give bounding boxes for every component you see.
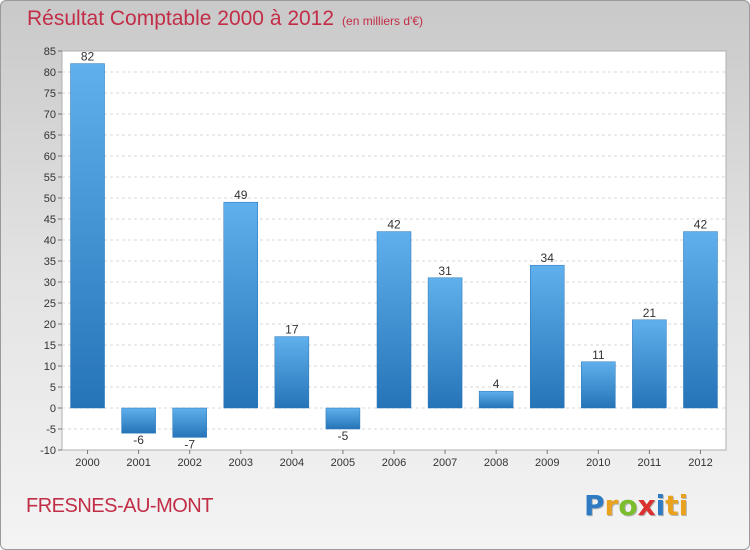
logo-letter: i xyxy=(655,489,666,522)
x-tick-label: 2002 xyxy=(177,457,201,469)
y-tick-label: 70 xyxy=(44,109,56,121)
y-tick-label: 15 xyxy=(44,340,56,352)
bar xyxy=(683,231,718,409)
y-tick-label: 65 xyxy=(44,130,56,142)
y-tick-label: -10 xyxy=(40,445,56,457)
data-label: 11 xyxy=(592,348,605,362)
logo-letter: r xyxy=(604,489,619,522)
data-label: -7 xyxy=(184,437,195,451)
y-tick-label: 85 xyxy=(44,46,56,58)
y-tick-label: 5 xyxy=(50,382,56,394)
data-labels: 82 -6 -7 49 17 -5 42 31 4 34 11 21 42 xyxy=(81,50,708,452)
bar xyxy=(325,407,361,430)
bar xyxy=(376,231,412,409)
commune-name: FRESNES-AU-MONT xyxy=(26,495,213,517)
data-label: 42 xyxy=(387,218,401,232)
data-label: 21 xyxy=(643,306,657,320)
logo-letter: P xyxy=(584,489,605,522)
y-tick-label: 10 xyxy=(44,361,56,373)
y-tick-label: 20 xyxy=(44,319,56,331)
x-tick-label: 2006 xyxy=(382,457,406,469)
x-tick-label: 2009 xyxy=(535,457,559,469)
bar xyxy=(223,201,259,409)
bar xyxy=(427,277,463,409)
x-axis-ticks: 2000 2001 2002 2003 2004 2005 2006 2007 2008 2009… xyxy=(75,450,713,469)
bar xyxy=(172,407,207,438)
bar xyxy=(70,63,105,409)
data-label: 4 xyxy=(493,377,500,391)
data-label: -5 xyxy=(338,429,349,443)
y-tick-label: 55 xyxy=(44,172,56,184)
x-tick-label: 2010 xyxy=(586,457,610,469)
data-label: 82 xyxy=(81,50,95,64)
y-tick-label: 45 xyxy=(44,214,56,226)
bar xyxy=(274,336,310,409)
logo-letter: x xyxy=(637,489,656,522)
x-tick-label: 2000 xyxy=(75,457,99,469)
chart-title-text: Résultat Comptable 2000 à 2012 xyxy=(27,7,335,30)
logo-letter: o xyxy=(618,489,638,522)
y-tick-label: 35 xyxy=(44,256,56,268)
x-tick-label: 2007 xyxy=(433,457,457,469)
proxiti-logo[interactable]: Proxiti xyxy=(584,489,688,522)
y-tick-label: 40 xyxy=(44,235,56,247)
x-tick-label: 2003 xyxy=(229,457,253,469)
x-tick-label: 2004 xyxy=(280,457,304,469)
y-tick-label: 25 xyxy=(44,298,56,310)
y-tick-label: 80 xyxy=(44,67,56,79)
data-label: -6 xyxy=(133,433,144,447)
x-tick-label: 2012 xyxy=(688,457,712,469)
logo-letter: ti xyxy=(665,489,689,522)
y-tick-label: 50 xyxy=(44,193,56,205)
chart-subtitle: (en milliers d'€) xyxy=(342,14,424,28)
bar xyxy=(581,361,616,409)
chart-title: Résultat Comptable 2000 à 2012 (en millie… xyxy=(27,7,423,31)
bar xyxy=(121,407,156,434)
bars xyxy=(70,63,718,438)
bar xyxy=(632,319,667,409)
x-tick-label: 2001 xyxy=(126,457,150,469)
y-tick-label: 75 xyxy=(44,88,56,100)
y-axis-ticks: -10 -5 0 5 10 15 20 25 30 35 40 45 50 55 60 65 70 75 80 85 xyxy=(40,46,62,457)
data-label: 49 xyxy=(234,188,248,202)
data-label: 17 xyxy=(285,323,299,337)
data-label: 31 xyxy=(438,264,452,278)
x-tick-label: 2008 xyxy=(484,457,508,469)
y-tick-label: 0 xyxy=(50,403,56,415)
data-label: 34 xyxy=(541,251,555,265)
y-tick-label: 60 xyxy=(44,151,56,163)
bar xyxy=(529,264,565,409)
data-label: 42 xyxy=(694,218,708,232)
bar xyxy=(478,390,514,409)
y-tick-label: 30 xyxy=(44,277,56,289)
x-tick-label: 2011 xyxy=(638,457,662,469)
y-tick-label: -5 xyxy=(46,424,56,436)
x-tick-label: 2005 xyxy=(331,457,355,469)
